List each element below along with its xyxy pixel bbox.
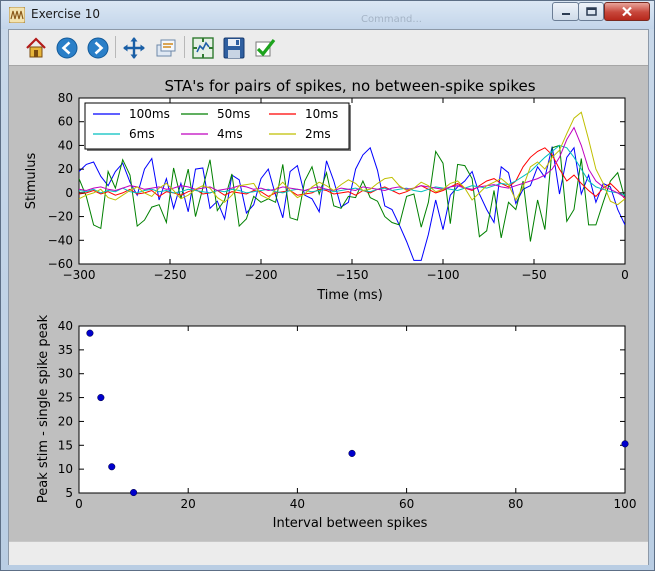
toolbar-separator [115,36,116,58]
zoom-rect-icon [156,39,176,57]
close-button[interactable] [604,2,650,21]
y-tick-label: −40 [48,233,73,247]
save-button[interactable] [221,35,247,61]
maximize-icon [585,7,597,16]
scatter-point [108,463,116,471]
scatter-point [621,440,629,448]
x-tick-label: 0 [75,497,83,511]
series-line-2ms [79,111,625,206]
sta-subplot: STA's for pairs of spikes, no between-sp… [24,77,629,303]
y-tick-label: −60 [48,257,73,271]
back-button[interactable] [54,35,80,61]
y-tick-label: 40 [58,138,73,152]
y-axis-label: Stimulus [24,153,39,210]
client-area: STA's for pairs of spikes, no between-sp… [8,29,649,565]
x-tick-label: −300 [63,268,96,282]
scatter-point [97,394,105,402]
legend-label-50ms: 50ms [217,107,250,121]
y-tick-label: 35 [58,343,73,357]
x-tick-label: 80 [508,497,523,511]
y-tick-label: 15 [58,438,73,452]
x-tick-label: 40 [290,497,305,511]
floppy-icon [223,37,245,59]
x-tick-label: 20 [181,497,196,511]
figure-canvas: STA's for pairs of spikes, no between-sp… [9,66,648,552]
edit-button[interactable] [252,35,278,61]
series-line-6ms [79,144,625,196]
y-tick-label: 10 [58,462,73,476]
series-line-50ms [79,144,625,242]
x-tick-label: −150 [336,268,369,282]
legend-label-10ms: 10ms [305,107,338,121]
scatter-points [86,329,629,497]
minimize-icon [561,12,570,15]
y-tick-label: 80 [58,91,73,105]
series-line-4ms [79,126,625,199]
legend-label-4ms: 4ms [217,127,243,141]
y-tick-label: 20 [58,414,73,428]
x-axis-label: Time (ms) [316,288,383,303]
pan-button[interactable] [121,35,147,61]
series-lines [79,111,625,261]
background-window-title: Command... [361,14,422,25]
title-bar[interactable]: Exercise 10 Command... [1,1,654,29]
y-tick-label: 0 [65,186,73,200]
y-tick-label: 40 [58,319,73,333]
arrow-right-icon [87,37,109,59]
minimize-button[interactable] [552,2,579,21]
toolbar [9,30,648,66]
interval-subplot: 0 20 40 60 80 100 5 10 15 20 25 30 35 40 Interval bet… [36,314,636,531]
plot-area-bottom[interactable] [78,325,626,494]
home-button[interactable] [23,35,49,61]
window-title: Exercise 10 [31,7,101,21]
y-tick-label: 30 [58,367,73,381]
maximize-button[interactable] [578,2,604,21]
x-tick-label: −50 [521,268,546,282]
x-tick-label: 100 [614,497,637,511]
chart-title: STA's for pairs of spikes, no between-sp… [164,77,535,95]
scatter-point [130,488,138,497]
home-icon [26,37,46,58]
x-tick-label: −200 [245,268,278,282]
legend: 100ms 50ms 10ms 6ms 4ms 2ms [84,102,351,151]
x-tick-label: −100 [427,268,460,282]
app-icon [9,7,25,23]
legend-label-2ms: 2ms [305,127,331,141]
subplots-button[interactable] [190,35,216,61]
legend-label-100ms: 100ms [129,107,170,121]
series-line-10ms [79,147,625,200]
y-tick-label: 20 [58,162,73,176]
pan-arrows-icon [123,37,145,59]
status-bar [9,541,648,565]
toolbar-separator [184,36,185,58]
y-tick-label: 60 [58,115,73,129]
background-window-ghost: Command... [361,7,541,25]
plot-figure: STA's for pairs of spikes, no between-sp… [24,77,636,531]
arrow-left-icon [56,37,78,59]
x-tick-label: 60 [399,497,414,511]
x-tick-label: −250 [154,268,187,282]
zoom-button[interactable] [153,35,179,61]
y-axis-label: Peak stim - single spike peak [36,314,51,503]
close-icon [622,6,632,17]
scatter-point [348,449,356,457]
x-tick-label: 0 [621,268,629,282]
checkmark-icon [255,39,276,57]
x-axis-label: Interval between spikes [273,516,428,531]
legend-label-6ms: 6ms [129,127,155,141]
y-tick-label: −20 [48,210,73,224]
forward-button[interactable] [85,35,111,61]
y-tick-label: 25 [58,391,73,405]
y-tick-label: 5 [65,486,73,500]
scatter-point [86,329,94,337]
subplots-icon [192,37,214,59]
legend-box [84,102,350,150]
